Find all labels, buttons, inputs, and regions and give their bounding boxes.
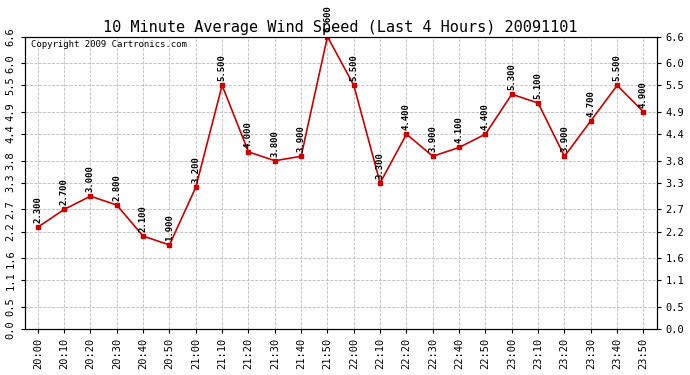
Text: 4.700: 4.700: [586, 90, 595, 117]
Text: 5.100: 5.100: [533, 72, 542, 99]
Text: 5.500: 5.500: [613, 54, 622, 81]
Text: 3.900: 3.900: [428, 125, 437, 152]
Text: Copyright 2009 Cartronics.com: Copyright 2009 Cartronics.com: [31, 39, 187, 48]
Text: 2.800: 2.800: [112, 174, 121, 201]
Text: 5.500: 5.500: [349, 54, 358, 81]
Text: 5.500: 5.500: [217, 54, 226, 81]
Title: 10 Minute Average Wind Speed (Last 4 Hours) 20091101: 10 Minute Average Wind Speed (Last 4 Hou…: [104, 20, 578, 35]
Text: 5.300: 5.300: [507, 63, 516, 90]
Text: 4.900: 4.900: [639, 81, 648, 108]
Text: 3.000: 3.000: [86, 165, 95, 192]
Text: 3.900: 3.900: [560, 125, 569, 152]
Text: 4.400: 4.400: [402, 103, 411, 130]
Text: 4.100: 4.100: [455, 116, 464, 143]
Text: 3.900: 3.900: [297, 125, 306, 152]
Text: 3.200: 3.200: [191, 156, 200, 183]
Text: 4.000: 4.000: [244, 121, 253, 148]
Text: 6.600: 6.600: [323, 6, 332, 32]
Text: 2.100: 2.100: [139, 205, 148, 232]
Text: 4.400: 4.400: [481, 103, 490, 130]
Text: 2.300: 2.300: [33, 196, 42, 223]
Text: 1.900: 1.900: [165, 214, 174, 241]
Text: 2.700: 2.700: [59, 178, 68, 205]
Text: 3.800: 3.800: [270, 130, 279, 156]
Text: 3.300: 3.300: [375, 152, 384, 179]
